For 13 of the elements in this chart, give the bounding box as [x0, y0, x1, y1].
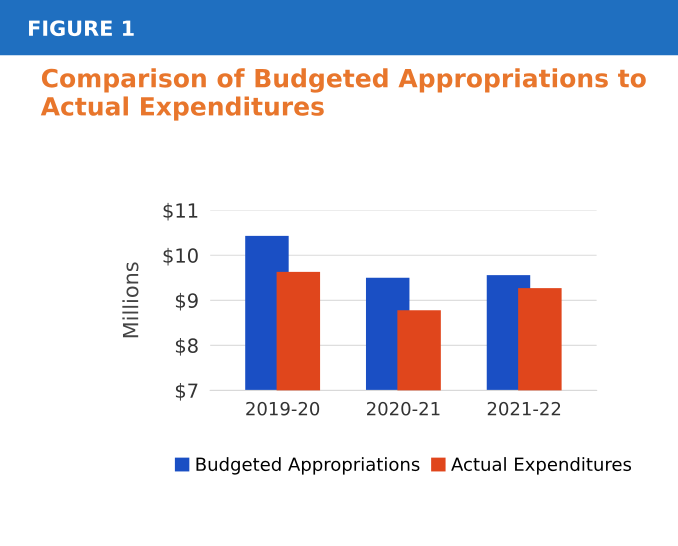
legend-label: Budgeted Appropriations	[196, 457, 420, 475]
caption: FIGURE 1	[29, 20, 134, 36]
y-tick-label: $11	[164, 202, 198, 220]
x-tick-label: 2020-21	[367, 402, 440, 416]
x-tick-label: 2021-22	[488, 402, 560, 416]
y-tick-label: $8	[176, 338, 198, 356]
y-tick-label: $10	[164, 248, 198, 266]
legend-label: Actual Expenditures	[451, 457, 632, 475]
y-tick-label: $9	[176, 292, 198, 311]
x-tick-label: 2019-20	[246, 402, 320, 416]
y-tick-label: $7	[176, 383, 198, 401]
y-axis-title: Millions	[122, 262, 138, 338]
chart-title: Comparison of Budgeted Appropriations to Actual Expenditures	[40, 68, 646, 121]
